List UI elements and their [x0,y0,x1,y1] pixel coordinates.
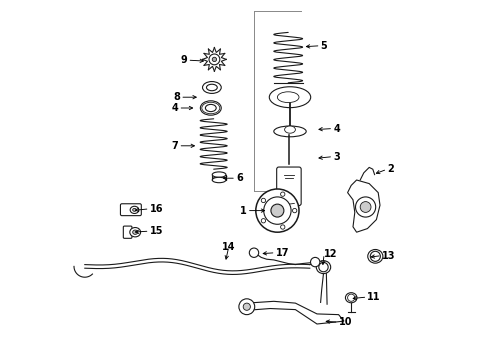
Text: 12: 12 [324,249,338,259]
Circle shape [212,57,217,62]
Text: 5: 5 [320,41,327,51]
Ellipse shape [316,261,331,274]
Circle shape [243,303,250,310]
Text: 7: 7 [172,141,178,151]
Text: 1: 1 [240,206,247,216]
Circle shape [264,197,291,224]
Circle shape [281,192,285,196]
Circle shape [261,198,266,203]
Circle shape [370,251,380,261]
Text: 6: 6 [236,173,243,183]
Text: 14: 14 [222,242,236,252]
Circle shape [347,294,355,301]
FancyBboxPatch shape [277,167,301,206]
Circle shape [311,257,320,267]
Ellipse shape [202,82,221,94]
Ellipse shape [368,249,383,263]
Circle shape [293,208,297,213]
Circle shape [239,299,255,315]
Text: 3: 3 [333,152,340,162]
Circle shape [261,219,266,223]
Circle shape [256,189,299,232]
Ellipse shape [212,172,226,177]
Circle shape [356,197,376,217]
Ellipse shape [285,126,295,133]
Circle shape [360,202,371,212]
Text: 4: 4 [172,103,178,113]
Circle shape [209,54,220,65]
Polygon shape [347,180,380,232]
Text: 8: 8 [173,92,180,102]
Ellipse shape [270,87,311,108]
Polygon shape [247,301,344,324]
Ellipse shape [205,104,216,112]
Text: 10: 10 [339,317,352,327]
Text: 9: 9 [181,55,187,65]
Text: 17: 17 [275,248,289,258]
Ellipse shape [206,84,217,91]
Ellipse shape [133,230,138,234]
Text: 15: 15 [149,226,163,236]
Ellipse shape [130,228,141,237]
Text: 2: 2 [387,164,394,174]
Circle shape [319,262,328,272]
Ellipse shape [274,126,306,137]
Text: 4: 4 [333,123,340,134]
Circle shape [271,204,284,217]
Circle shape [281,225,285,229]
Ellipse shape [212,177,226,183]
Text: 13: 13 [382,251,395,261]
Ellipse shape [130,206,139,213]
Ellipse shape [345,293,357,303]
Ellipse shape [277,92,299,103]
FancyBboxPatch shape [121,204,141,216]
Ellipse shape [133,208,136,211]
FancyBboxPatch shape [123,226,132,238]
Ellipse shape [200,101,221,115]
Circle shape [249,248,259,257]
Text: 16: 16 [149,204,163,214]
Text: 11: 11 [368,292,381,302]
